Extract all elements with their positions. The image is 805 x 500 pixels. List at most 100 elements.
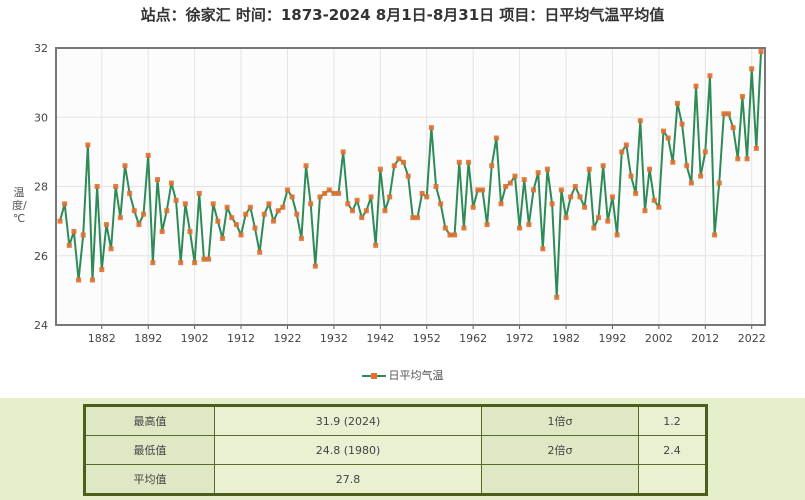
data-point-1944 — [387, 194, 393, 200]
data-point-1967 — [493, 135, 499, 141]
data-point-1982 — [563, 215, 569, 221]
data-point-1915 — [252, 225, 258, 231]
data-point-2014 — [712, 232, 718, 238]
data-point-1936 — [349, 208, 355, 214]
y-tick-label: 26 — [34, 250, 48, 263]
data-point-1973 — [521, 177, 527, 183]
data-point-1937 — [354, 197, 360, 203]
data-point-1970 — [507, 180, 513, 186]
data-point-2019 — [735, 156, 741, 162]
data-point-1992 — [609, 194, 615, 200]
data-point-1887 — [122, 163, 128, 169]
empty-cell — [638, 464, 707, 495]
data-point-1951 — [419, 190, 425, 196]
data-point-2002 — [656, 204, 662, 210]
data-point-2020 — [739, 93, 745, 99]
data-point-1955 — [438, 201, 444, 207]
data-point-1952 — [424, 194, 430, 200]
data-point-2021 — [744, 156, 750, 162]
x-tick-label: 2002 — [645, 332, 673, 345]
data-point-2015 — [716, 180, 722, 186]
data-point-1957 — [447, 232, 453, 238]
data-point-1938 — [359, 215, 365, 221]
empty-cell — [481, 464, 639, 495]
data-point-1942 — [377, 166, 383, 172]
data-point-1921 — [280, 204, 286, 210]
data-point-1895 — [159, 229, 165, 235]
x-tick-label: 1972 — [506, 332, 534, 345]
data-point-1962 — [470, 204, 476, 210]
data-point-1894 — [154, 177, 160, 183]
data-point-1902 — [192, 260, 198, 266]
data-point-1917 — [261, 211, 267, 217]
data-point-1912 — [238, 232, 244, 238]
data-point-2024 — [758, 48, 764, 54]
data-point-1925 — [298, 235, 304, 241]
data-point-1914 — [247, 204, 253, 210]
x-tick-label: 1992 — [598, 332, 626, 345]
data-point-1953 — [428, 125, 434, 131]
data-point-1976 — [535, 170, 541, 176]
data-point-1958 — [452, 232, 458, 238]
table-row: 最高值 31.9 (2024) 1倍σ 1.2 — [84, 405, 707, 436]
data-point-1998 — [637, 118, 643, 124]
data-point-1911 — [233, 222, 239, 228]
x-tick-label: 1932 — [320, 332, 348, 345]
data-point-1994 — [619, 149, 625, 155]
y-tick-label: 24 — [34, 319, 48, 332]
stats-panel: 最高值 31.9 (2024) 1倍σ 1.2 最低值 24.8 (1980) … — [0, 398, 805, 500]
data-point-2006 — [674, 100, 680, 106]
data-point-1922 — [284, 187, 290, 193]
data-point-2023 — [753, 145, 759, 151]
data-point-1954 — [433, 184, 439, 189]
table-row: 平均值 27.8 — [84, 464, 707, 495]
min-value: 24.8 (1980) — [214, 435, 482, 465]
data-point-1977 — [540, 246, 546, 252]
x-tick-label: 1892 — [134, 332, 162, 345]
data-point-1899 — [178, 260, 184, 266]
data-point-1965 — [484, 222, 490, 228]
data-point-1909 — [224, 204, 230, 210]
data-point-2005 — [670, 159, 676, 165]
data-point-1932 — [331, 190, 337, 196]
data-point-1893 — [150, 260, 156, 266]
data-point-1943 — [382, 208, 388, 214]
data-point-2016 — [721, 111, 727, 117]
data-point-1874 — [62, 201, 68, 207]
data-point-1959 — [456, 159, 462, 165]
data-point-1878 — [80, 232, 86, 238]
data-point-1919 — [271, 218, 277, 224]
x-tick-label: 1882 — [88, 332, 116, 345]
data-point-2003 — [661, 128, 667, 134]
data-point-1997 — [633, 190, 639, 196]
data-point-1966 — [489, 163, 495, 169]
x-tick-label: 1982 — [552, 332, 580, 345]
data-point-1904 — [201, 256, 207, 262]
data-point-1885 — [113, 184, 119, 189]
data-point-1974 — [526, 222, 532, 228]
data-point-1924 — [294, 211, 300, 217]
data-point-1916 — [257, 249, 263, 255]
plot-border — [55, 47, 766, 326]
data-point-1993 — [614, 232, 620, 238]
data-point-1969 — [503, 184, 509, 189]
data-point-1940 — [368, 194, 374, 200]
data-point-1875 — [66, 242, 72, 248]
data-point-1941 — [373, 242, 379, 248]
data-point-1934 — [340, 149, 346, 155]
legend[interactable]: 日平均气温 — [0, 367, 805, 383]
data-point-1978 — [544, 166, 550, 172]
data-point-1939 — [363, 208, 369, 214]
data-point-1886 — [117, 215, 123, 221]
data-point-1926 — [303, 163, 309, 169]
data-point-1913 — [243, 211, 249, 217]
legend-label: 日平均气温 — [388, 369, 444, 382]
sigma2-label: 2倍σ — [481, 435, 639, 465]
data-point-1901 — [187, 229, 193, 235]
data-point-1963 — [475, 187, 481, 193]
data-point-2007 — [679, 121, 685, 127]
data-point-1949 — [410, 215, 416, 221]
data-point-1929 — [317, 194, 323, 200]
data-point-1981 — [558, 187, 564, 193]
data-point-1980 — [554, 294, 560, 300]
